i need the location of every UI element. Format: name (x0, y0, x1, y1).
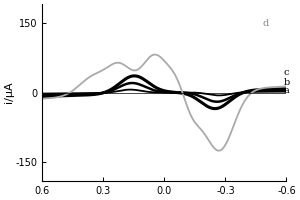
Text: a: a (284, 86, 289, 95)
Text: b: b (284, 78, 290, 87)
Text: c: c (284, 68, 289, 77)
Y-axis label: i/μA: i/μA (4, 82, 14, 103)
Text: d: d (262, 19, 268, 28)
